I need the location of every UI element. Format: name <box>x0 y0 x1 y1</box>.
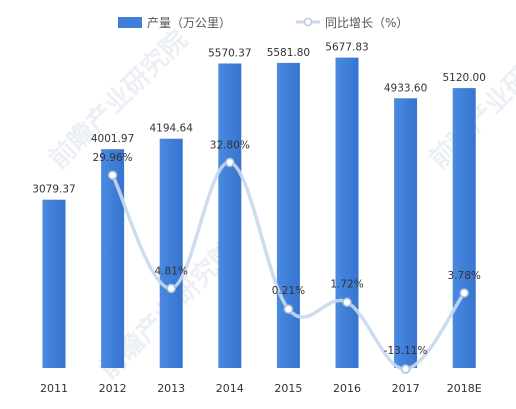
bar-2013 <box>159 138 183 368</box>
growth-value-label-2012: 29.96% <box>93 152 133 164</box>
bar-value-label-2012: 4001.97 <box>91 133 134 145</box>
legend-bar-swatch <box>118 17 142 28</box>
growth-value-label-2014: 32.80% <box>210 139 250 151</box>
growth-point-2017 <box>400 364 411 374</box>
bar-value-label-2013: 4194.64 <box>149 123 193 135</box>
bar-value-label-2018E: 5120.00 <box>442 72 485 84</box>
bar-2011 <box>42 199 66 368</box>
x-tick-label-2012: 2012 <box>99 382 127 395</box>
x-tick-label-2018E: 2018E <box>447 382 482 395</box>
growth-point-2016 <box>342 297 352 308</box>
growth-point-2014 <box>225 157 235 168</box>
growth-value-label-2017: -13.11% <box>384 345 428 357</box>
x-tick-label-2015: 2015 <box>274 382 302 395</box>
bar-2012 <box>101 149 125 368</box>
bar-2017 <box>394 98 418 369</box>
x-tick-label-2011: 2011 <box>40 382 68 395</box>
growth-point-2018E <box>459 288 469 298</box>
growth-value-label-2015: 0.21% <box>272 285 305 297</box>
x-tick-label-2013: 2013 <box>157 382 185 395</box>
bar-2016 <box>335 57 359 368</box>
growth-value-label-2016: 1.72% <box>330 278 363 290</box>
growth-point-2015 <box>283 304 294 314</box>
bar-2015 <box>276 62 300 369</box>
x-tick-label-2017: 2017 <box>392 382 420 395</box>
bar-value-label-2014: 5570.37 <box>208 48 251 60</box>
bar-2018E <box>452 88 476 368</box>
legend: 产量（万公里） 同比增长（%） <box>118 16 408 30</box>
growth-value-label-2018E: 3.78% <box>448 270 481 282</box>
growth-line-series <box>107 157 469 374</box>
bar-2014 <box>218 63 242 368</box>
growth-value-label-2013: 4.81% <box>155 265 188 277</box>
bar-series <box>42 57 476 369</box>
x-axis: 2011 2012 2013 2014 2015 2016 2017 2018E <box>40 382 482 395</box>
x-tick-label-2014: 2014 <box>216 382 244 395</box>
bar-value-label-2016: 5677.83 <box>325 42 368 54</box>
value-labels: 3079.37 4001.97 4194.64 5570.37 5581.80 5677.… <box>32 42 486 357</box>
bar-value-label-2017: 4933.60 <box>384 82 427 94</box>
legend-bar-label: 产量（万公里） <box>147 16 231 30</box>
legend-line-label: 同比增长（%） <box>325 16 408 30</box>
x-tick-label-2016: 2016 <box>333 382 361 395</box>
growth-point-2012 <box>107 170 118 180</box>
growth-point-2013 <box>166 283 176 294</box>
legend-line-marker <box>303 17 313 27</box>
bar-value-label-2011: 3079.37 <box>32 184 75 196</box>
bar-value-label-2015: 5581.80 <box>267 47 310 59</box>
